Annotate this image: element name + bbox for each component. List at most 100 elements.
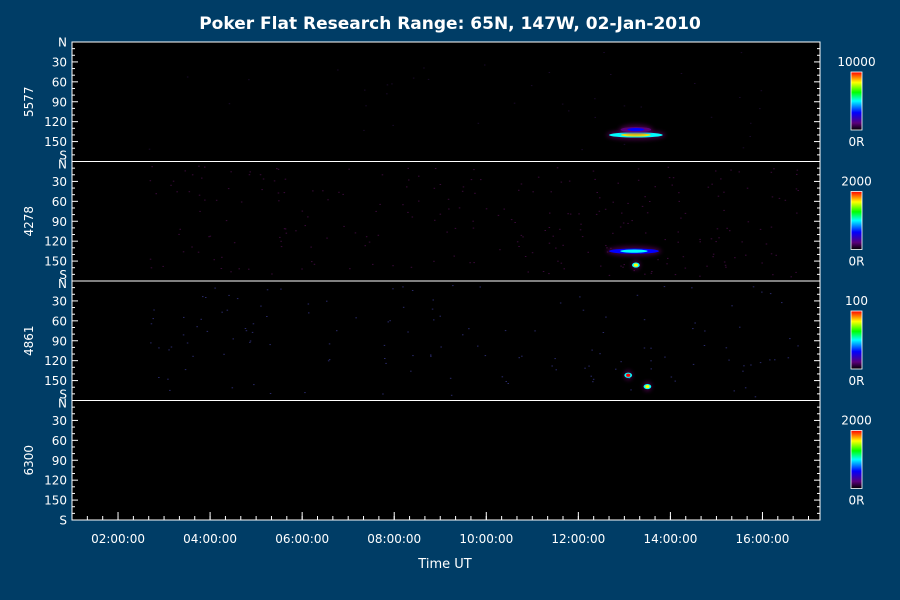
- noise-speck: [382, 393, 384, 395]
- noise-speck: [215, 199, 218, 201]
- noise-speck: [312, 190, 314, 192]
- noise-speck: [650, 272, 653, 274]
- noise-speck: [477, 122, 480, 124]
- noise-speck: [468, 328, 470, 330]
- y-tick-label: N: [58, 36, 67, 50]
- colorbar: [850, 430, 863, 489]
- y-tick-label: 90: [52, 334, 67, 348]
- noise-speck: [153, 309, 155, 311]
- noise-speck: [208, 236, 210, 238]
- noise-speck: [295, 230, 297, 232]
- noise-speck: [773, 168, 775, 170]
- noise-speck: [531, 252, 534, 254]
- noise-speck: [411, 216, 414, 218]
- noise-speck: [205, 297, 207, 298]
- y-tick-label: 30: [52, 55, 67, 69]
- noise-speck: [554, 358, 556, 360]
- noise-speck: [191, 246, 193, 248]
- noise-speck: [221, 256, 223, 258]
- noise-speck: [699, 241, 701, 243]
- noise-speck: [182, 334, 185, 336]
- colorbar: [850, 71, 863, 131]
- panel-6300: N 30 60 90 120 150 S 6300 2000 0R: [22, 397, 872, 528]
- noise-speck: [410, 370, 412, 372]
- noise-speck: [407, 331, 409, 333]
- noise-speck: [587, 251, 589, 253]
- noise-speck: [186, 342, 189, 344]
- noise-speck: [431, 308, 434, 310]
- noise-speck: [450, 394, 453, 396]
- noise-speck: [191, 174, 194, 176]
- noise-speck: [715, 241, 717, 243]
- noise-speck: [201, 177, 203, 179]
- noise-speck: [795, 188, 798, 190]
- y-tick-label: 90: [52, 95, 67, 109]
- x-axis-label: Time UT: [417, 557, 471, 572]
- panel-wavelength-label: 4861: [22, 325, 36, 356]
- noise-speck: [372, 263, 374, 265]
- noise-speck: [797, 345, 799, 347]
- noise-speck: [522, 236, 524, 238]
- emission-core: [645, 384, 650, 389]
- noise-speck: [150, 323, 153, 325]
- noise-speck: [552, 235, 554, 237]
- noise-speck: [578, 213, 580, 215]
- noise-speck: [448, 208, 450, 210]
- noise-speck: [733, 390, 735, 392]
- noise-speck: [637, 179, 640, 181]
- noise-speck: [240, 201, 243, 203]
- noise-speck: [253, 384, 255, 386]
- noise-speck: [462, 334, 464, 336]
- x-tick-label: 16:00:00: [736, 532, 790, 546]
- noise-speck: [439, 315, 441, 317]
- noise-speck: [313, 263, 316, 265]
- noise-speck: [206, 330, 209, 332]
- colorbar-max-label: 10000: [837, 55, 875, 69]
- noise-speck: [381, 174, 384, 176]
- noise-speck: [458, 207, 461, 209]
- noise-speck: [148, 148, 151, 150]
- noise-speck: [692, 363, 695, 365]
- noise-speck: [485, 208, 488, 210]
- noise-speck: [276, 168, 278, 170]
- noise-speck: [507, 383, 509, 384]
- noise-speck: [510, 219, 513, 221]
- noise-speck: [412, 355, 414, 357]
- noise-speck: [559, 302, 562, 304]
- noise-speck: [650, 360, 652, 362]
- y-tick-label: 150: [44, 255, 67, 269]
- noise-speck: [251, 331, 254, 333]
- noise-speck: [796, 212, 798, 214]
- noise-speck: [524, 256, 527, 257]
- noise-speck: [521, 355, 523, 357]
- noise-speck: [646, 212, 649, 214]
- noise-speck: [365, 236, 368, 238]
- noise-speck: [769, 293, 772, 295]
- noise-speck: [770, 253, 773, 255]
- noise-speck: [781, 302, 783, 304]
- noise-speck: [392, 265, 394, 267]
- noise-speck: [598, 210, 601, 212]
- noise-speck: [596, 192, 598, 193]
- x-tick-label: 14:00:00: [643, 532, 697, 546]
- noise-speck: [245, 330, 248, 332]
- noise-speck: [548, 273, 550, 275]
- noise-speck: [699, 238, 701, 240]
- noise-speck: [167, 378, 169, 380]
- noise-speck: [759, 362, 762, 364]
- noise-speck: [472, 220, 474, 222]
- noise-speck: [610, 74, 612, 75]
- noise-speck: [615, 368, 617, 370]
- noise-speck: [534, 330, 536, 332]
- noise-speck: [561, 103, 564, 105]
- noise-speck: [723, 261, 726, 263]
- noise-speck: [774, 359, 776, 361]
- panels-group: N306090120150S5577100000RN306090120150S4…: [22, 36, 876, 528]
- noise-speck: [158, 377, 160, 378]
- noise-speck: [704, 330, 706, 332]
- noise-speck: [214, 287, 216, 289]
- noise-speck: [225, 220, 228, 222]
- noise-speck: [725, 266, 727, 268]
- noise-speck: [301, 210, 304, 212]
- noise-speck: [327, 199, 329, 201]
